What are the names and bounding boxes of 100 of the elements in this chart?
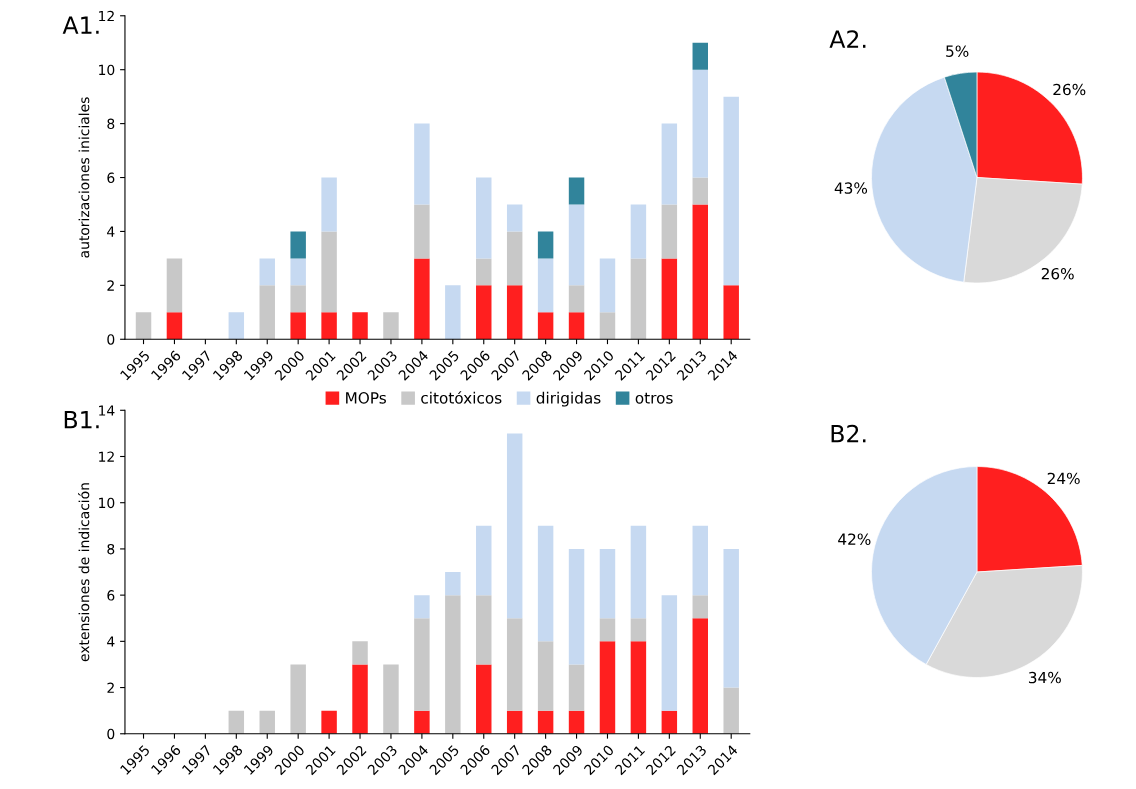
bar bbox=[476, 525, 492, 596]
bar bbox=[568, 204, 585, 286]
y-tick-label: 14 bbox=[99, 405, 115, 416]
data-label: 26% bbox=[1041, 267, 1074, 280]
bar bbox=[414, 618, 430, 711]
bar bbox=[568, 177, 585, 205]
y-axis-title: autorizaciones iniciales bbox=[78, 97, 90, 258]
bar bbox=[723, 687, 739, 734]
chart-title: B2. bbox=[831, 424, 866, 443]
bar bbox=[414, 595, 430, 619]
bar bbox=[383, 664, 399, 734]
data-label: 34% bbox=[1028, 671, 1061, 684]
bar bbox=[599, 258, 616, 313]
bar bbox=[661, 204, 678, 259]
bar bbox=[476, 258, 492, 286]
bar bbox=[476, 664, 492, 734]
y-tick-label: 0 bbox=[107, 334, 115, 345]
bar bbox=[166, 258, 183, 313]
bar bbox=[661, 258, 678, 340]
bar bbox=[506, 285, 523, 340]
y-tick-label: 4 bbox=[107, 226, 115, 237]
bar bbox=[630, 525, 647, 619]
bar bbox=[506, 231, 523, 286]
y-tick-label: 10 bbox=[99, 497, 115, 509]
chart-title: B1. bbox=[64, 411, 99, 429]
bar bbox=[661, 595, 678, 711]
bar bbox=[259, 258, 275, 286]
y-tick-label: 10 bbox=[99, 64, 115, 76]
bar bbox=[537, 710, 554, 734]
bar bbox=[321, 710, 337, 734]
bar bbox=[568, 710, 585, 734]
bar bbox=[414, 204, 430, 259]
chart-title: A1. bbox=[62, 16, 99, 34]
bar bbox=[383, 312, 399, 340]
bar bbox=[537, 312, 554, 340]
bar bbox=[414, 710, 430, 734]
y-tick-label: 0 bbox=[107, 728, 115, 740]
y-tick-label: 2 bbox=[107, 280, 114, 291]
bar bbox=[692, 42, 708, 70]
bar bbox=[692, 177, 708, 205]
bar bbox=[414, 123, 430, 205]
bar bbox=[352, 664, 368, 734]
bar bbox=[723, 548, 739, 688]
bar bbox=[228, 710, 245, 734]
y-tick-label: 6 bbox=[107, 590, 115, 601]
bar bbox=[723, 96, 739, 286]
bar bbox=[321, 231, 337, 313]
bar bbox=[568, 664, 585, 711]
data-label: 43% bbox=[834, 182, 868, 194]
y-axis-title: extensiones de indicación bbox=[78, 483, 90, 662]
bar bbox=[290, 231, 306, 259]
bar bbox=[506, 710, 523, 734]
bar bbox=[723, 285, 739, 340]
bar bbox=[692, 204, 708, 340]
bar bbox=[352, 641, 368, 665]
legend-label: citotóxicos bbox=[421, 391, 502, 404]
y-tick-label: 12 bbox=[99, 451, 114, 462]
bar bbox=[630, 204, 647, 259]
bar bbox=[445, 285, 461, 340]
bar bbox=[599, 312, 616, 340]
y-tick-label: 4 bbox=[107, 636, 115, 647]
bar bbox=[692, 525, 708, 596]
bar bbox=[259, 710, 275, 734]
bar bbox=[290, 664, 306, 734]
bar bbox=[445, 595, 461, 734]
data-label: 24% bbox=[1047, 472, 1080, 485]
y-tick-label: 8 bbox=[107, 543, 115, 555]
bar bbox=[537, 525, 554, 642]
bar bbox=[599, 548, 616, 619]
data-label: 26% bbox=[1053, 83, 1086, 96]
bar bbox=[445, 572, 461, 596]
bar bbox=[692, 69, 708, 178]
bar bbox=[661, 710, 678, 734]
bar bbox=[476, 285, 492, 340]
bar bbox=[506, 204, 523, 232]
bar bbox=[630, 258, 647, 340]
bar bbox=[135, 312, 152, 340]
bar bbox=[476, 595, 492, 665]
bar bbox=[290, 258, 306, 286]
bar bbox=[476, 177, 492, 259]
bar bbox=[630, 641, 647, 734]
bar bbox=[537, 258, 554, 313]
bar bbox=[166, 312, 183, 340]
legend-label: MOPs bbox=[346, 392, 386, 404]
legend-label: otros bbox=[635, 392, 673, 404]
bar bbox=[537, 231, 554, 259]
bar bbox=[321, 177, 337, 232]
data-label: 5% bbox=[946, 45, 969, 57]
bar bbox=[692, 618, 708, 734]
legend-label: dirigidas bbox=[536, 391, 601, 407]
bar bbox=[259, 285, 275, 340]
bar bbox=[321, 312, 337, 340]
bar bbox=[661, 123, 678, 205]
bar bbox=[290, 312, 306, 340]
bar bbox=[599, 618, 616, 642]
data-label: 42% bbox=[838, 533, 871, 545]
bar bbox=[568, 548, 585, 665]
bar bbox=[537, 641, 554, 711]
bar bbox=[568, 312, 585, 340]
y-tick-label: 8 bbox=[107, 118, 115, 130]
